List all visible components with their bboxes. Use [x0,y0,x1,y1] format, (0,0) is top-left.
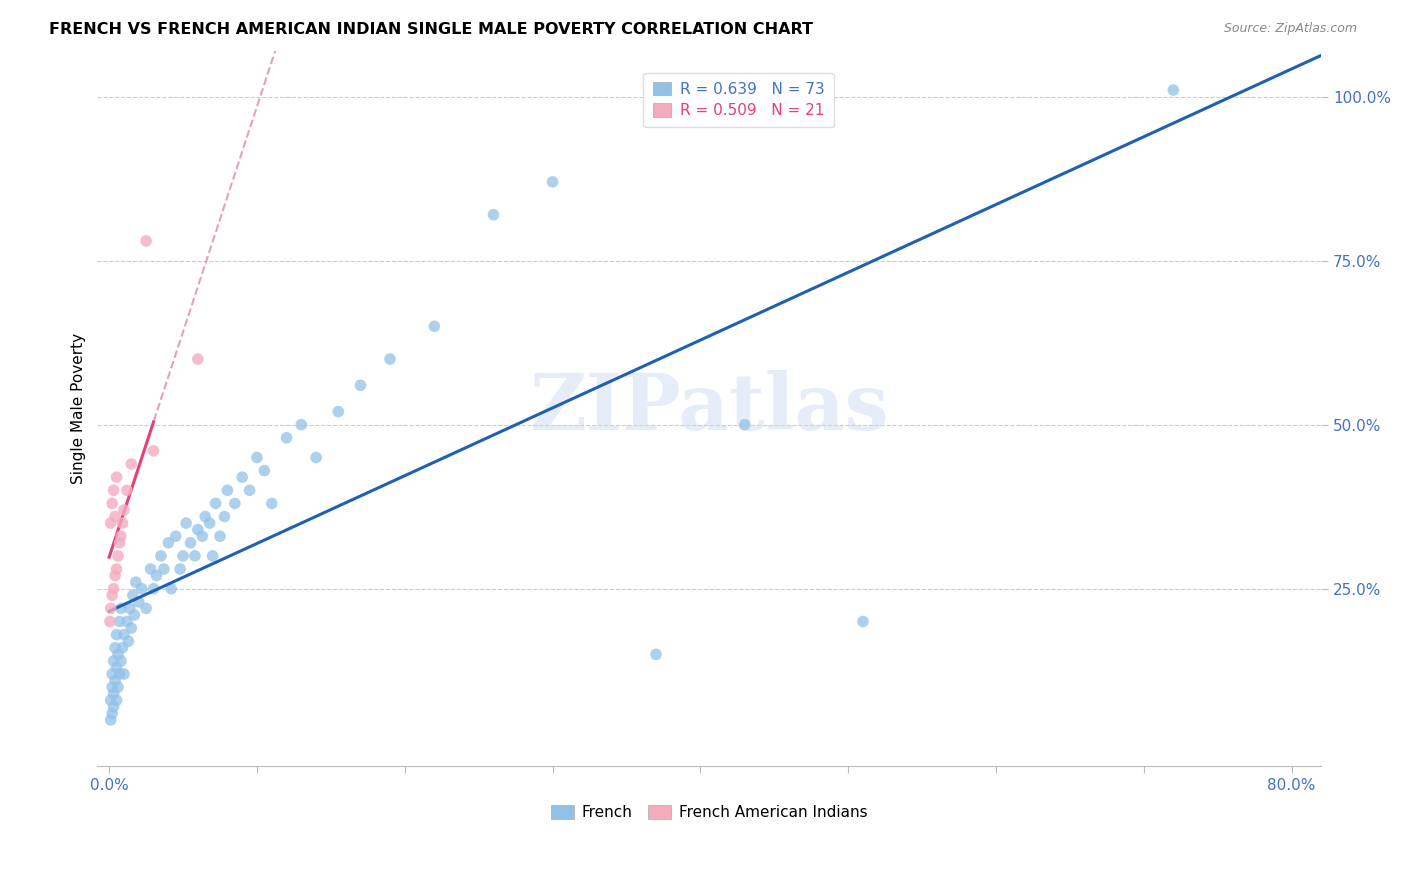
Point [101,667,124,681]
Point [169,562,191,576]
Point [201,549,224,563]
Point [105,660,128,674]
Point [217,483,239,498]
Point [174,516,197,530]
Point [165,529,187,543]
Point [104,509,127,524]
Point [184,549,207,563]
Point [253,464,276,478]
Point [117,634,139,648]
Point [110,654,132,668]
Point [105,470,128,484]
Point [260,496,283,510]
Text: ZIPatlas: ZIPatlas [530,370,889,446]
Point [541,175,564,189]
Point [110,529,132,543]
Point [153,562,176,576]
Point [142,582,165,596]
Point [112,627,135,641]
Point [108,615,131,629]
Point [482,208,505,222]
Text: Source: ZipAtlas.com: Source: ZipAtlas.com [1223,22,1357,36]
Point [328,404,350,418]
Y-axis label: Single Male Poverty: Single Male Poverty [72,333,86,483]
Point [135,234,157,248]
Point [107,648,129,662]
Point [852,615,875,629]
Point [101,706,124,721]
Point [224,496,246,510]
Point [107,549,129,563]
Point [101,496,124,510]
Point [208,529,231,543]
Point [125,575,148,590]
Point [101,588,124,602]
Point [112,503,135,517]
Point [142,444,165,458]
Point [120,621,142,635]
Point [231,470,253,484]
Point [246,450,269,465]
Point [105,562,128,576]
Point [115,615,138,629]
Point [145,568,167,582]
Point [349,378,371,392]
Point [107,680,129,694]
Point [108,667,131,681]
Point [214,509,236,524]
Point [98,615,121,629]
Point [157,536,180,550]
Point [378,352,401,367]
Point [198,516,221,530]
Point [120,457,142,471]
Point [100,516,122,530]
Point [645,648,668,662]
Point [104,673,127,688]
Point [101,680,124,694]
Point [187,352,209,367]
Point [204,496,226,510]
Text: FRENCH VS FRENCH AMERICAN INDIAN SINGLE MALE POVERTY CORRELATION CHART: FRENCH VS FRENCH AMERICAN INDIAN SINGLE … [49,22,813,37]
Point [103,483,125,498]
Point [108,536,131,550]
Point [105,693,128,707]
Point [104,568,127,582]
Point [104,640,127,655]
Point [128,595,150,609]
Point [423,319,446,334]
Point [118,601,141,615]
Point [194,509,217,524]
Point [239,483,262,498]
Point [172,549,194,563]
Point [103,654,125,668]
Point [149,549,172,563]
Point [179,536,201,550]
Point [100,713,122,727]
Point [290,417,312,432]
Point [135,601,157,615]
Point [103,699,125,714]
Point [276,431,298,445]
Point [191,529,214,543]
Point [187,523,209,537]
Point [100,601,122,615]
Point [103,687,125,701]
Point [160,582,183,596]
Point [305,450,328,465]
Point [131,582,153,596]
Point [139,562,162,576]
Point [111,516,134,530]
Legend: French, French American Indians: French, French American Indians [546,799,873,826]
Point [112,667,135,681]
Point [734,417,756,432]
Point [111,640,134,655]
Point [115,483,138,498]
Point [103,582,125,596]
Point [110,601,132,615]
Point [105,627,128,641]
Point [121,588,143,602]
Point [100,693,122,707]
Point [1163,83,1185,97]
Point [124,607,146,622]
